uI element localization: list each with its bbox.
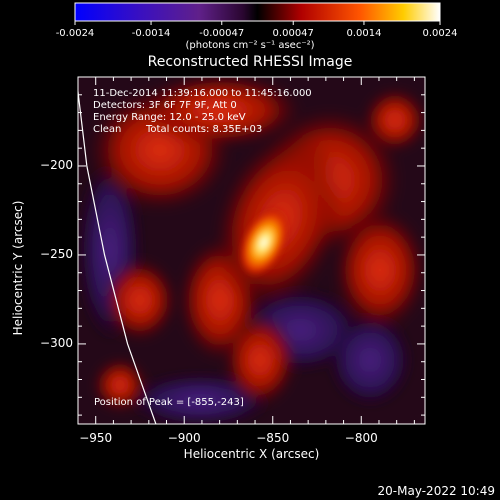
x-tick-label: −950	[79, 431, 113, 445]
chart-title: Reconstructed RHESSI Image	[147, 54, 353, 70]
colorbar-tick-label: 0.0024	[422, 28, 458, 39]
y-tick-label: −200	[40, 157, 73, 172]
peak-position: Position of Peak = [-855,-243]	[94, 397, 244, 408]
detectors: Detectors: 3F 6F 7F 9F, Att 0	[93, 100, 237, 111]
colorbar-tick-label: -0.0024	[55, 28, 95, 39]
peak-source	[238, 206, 290, 279]
time-range: 11-Dec-2014 11:39:16.000 to 11:45:16.000	[93, 88, 312, 99]
energy-range: Energy Range: 12.0 - 25.0 keV	[93, 112, 246, 123]
colorbar	[74, 2, 441, 22]
total-counts: Total counts: 8.35E+03	[146, 124, 263, 135]
colorbar-tick-label: -0.00047	[199, 28, 245, 39]
colorbar-units: (photons cm⁻² s⁻¹ asec⁻²)	[185, 40, 315, 51]
colorbar-tick-label: 0.0014	[346, 28, 382, 39]
x-tick-label: −850	[256, 431, 290, 445]
y-tick-label: −300	[40, 335, 73, 350]
clean-label: Clean	[93, 124, 122, 135]
y-tick-label: −250	[40, 246, 73, 261]
heatmap-image	[78, 77, 425, 424]
axis-ticks	[77, 77, 425, 424]
colorbar-tick-label: -0.0014	[131, 28, 171, 39]
x-tick-label: −900	[167, 431, 201, 445]
colorbar-tick-label: 0.00047	[272, 28, 314, 39]
plot-frame	[77, 76, 426, 425]
solar-limb	[78, 86, 157, 424]
colorbar-ticks	[74, 21, 441, 25]
x-tick-label: −800	[344, 431, 378, 445]
x-axis-title: Heliocentric X (arcsec)	[183, 447, 320, 461]
y-axis-title: Heliocentric Y (arcsec)	[11, 200, 25, 336]
datestamp: 20-May-2022 10:49	[377, 484, 495, 498]
